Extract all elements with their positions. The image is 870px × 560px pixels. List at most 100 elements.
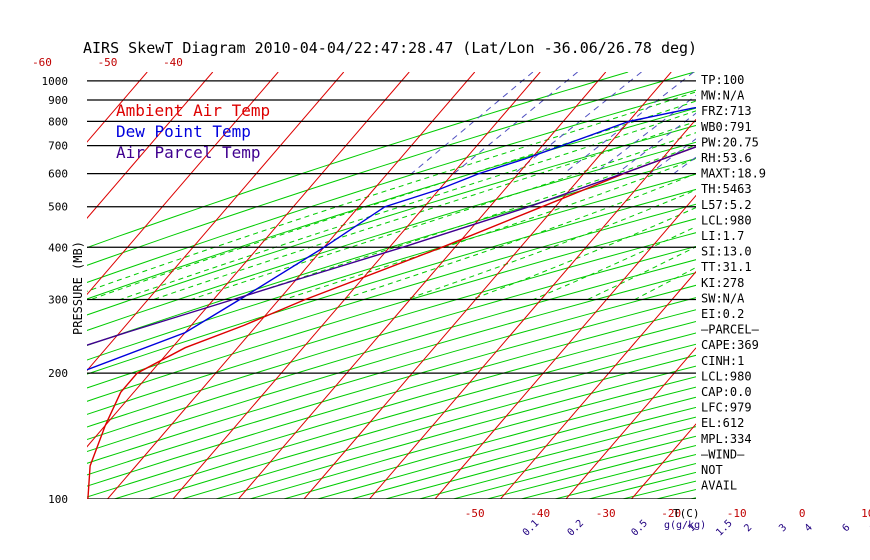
top-tick-label: -40: [163, 56, 183, 69]
index-label: KI:278: [701, 276, 744, 290]
legend: Ambient Air Temp Dew Point Temp Air Parcel…: [116, 101, 270, 162]
pressure-tick-label: 100: [48, 493, 68, 506]
index-label: MPL:334: [701, 432, 752, 446]
index-label: SI:13.0: [701, 245, 752, 259]
dry-adiabat-line: [487, 444, 696, 499]
index-label: CINH:1: [701, 354, 744, 368]
mixing-ratio-line: [453, 72, 578, 174]
index-label: NOT: [701, 463, 723, 477]
pressure-tick-label: 700: [48, 140, 68, 153]
isotherm-line: [107, 72, 476, 499]
dry-adiabat-line: [87, 72, 695, 266]
dry-adiabat-line: [87, 297, 696, 476]
mixing-ratio-unit-label: g(g/kg): [664, 520, 706, 531]
isotherm-line: [434, 194, 696, 499]
dry-adiabat-line: [87, 272, 696, 453]
dry-adiabat-line: [87, 188, 696, 375]
isotherm-line: [0, 72, 16, 499]
moist-adiabat-line: [153, 120, 696, 300]
isotherm-line: [87, 72, 345, 372]
series-air-parcel-temp: [87, 146, 696, 346]
legend-entry: Dew Point Temp: [116, 122, 251, 141]
dry-adiabat-line: [87, 203, 696, 389]
top-tick-label: -60: [32, 56, 52, 69]
mixing-ratio-label: 0.2: [566, 518, 587, 539]
index-label: TH:5463: [701, 182, 752, 196]
isotherm-line: [500, 270, 696, 499]
bottom-tick-label: -50: [465, 507, 485, 520]
pressure-tick-label: 1000: [42, 75, 69, 88]
pressure-tick-label: 600: [48, 168, 68, 181]
index-label: RH:53.6: [701, 151, 752, 165]
index-label: CAP:0.0: [701, 385, 752, 399]
y-axis-label: PRESSURE (MB): [71, 241, 85, 335]
dry-adiabat-line: [87, 320, 696, 498]
dry-adiabat-line: [87, 157, 696, 346]
index-label: SW:N/A: [701, 291, 745, 305]
series-dew-point-temp: [87, 106, 696, 371]
index-label: –WIND–: [701, 447, 745, 461]
mixing-ratio-label: 6: [840, 522, 852, 534]
legend-entry: Air Parcel Temp: [116, 143, 261, 162]
dry-adiabat-line: [656, 489, 696, 499]
index-label: LI:1.7: [701, 229, 744, 243]
index-label: EL:612: [701, 416, 744, 430]
pressure-tick-label: 800: [48, 115, 68, 128]
mixing-ratio-line: [411, 72, 534, 174]
dry-adiabat-line: [87, 259, 696, 441]
dry-adiabat-line: [182, 354, 696, 499]
sounding-curves: [87, 106, 696, 499]
dry-adiabat-line: [87, 173, 696, 361]
isobars: [87, 80, 696, 499]
mixing-ratio-label: 4: [803, 522, 815, 534]
dry-adiabat-line: [87, 72, 629, 249]
dry-adiabat-line: [87, 218, 696, 402]
mixing-ratio-line: [563, 72, 695, 174]
index-label: CAPE:369: [701, 338, 759, 352]
mixing-ratio-line: [823, 72, 870, 174]
index-label: TP:100: [701, 73, 744, 87]
index-label: WB0:791: [701, 120, 752, 134]
index-label: LCL:980: [701, 369, 752, 383]
isotherm-line: [763, 72, 870, 499]
isotherm-line: [369, 118, 696, 499]
isotherm-line: [828, 72, 870, 499]
moist-adiabats: [87, 91, 696, 300]
isotherm-line: [631, 423, 696, 499]
chart-title: AIRS SkewT Diagram 2010-04-04/22:47:28.4…: [83, 39, 697, 57]
mixing-ratio-label: 0.1: [521, 518, 542, 539]
bottom-tick-label: 10: [861, 507, 870, 520]
mixing-ratio-lines: [411, 72, 870, 175]
mixing-ratio-line: [756, 72, 870, 174]
mixing-ratio-line: [794, 72, 870, 174]
moist-adiabat-line: [90, 100, 696, 300]
mixing-ratio-line: [735, 72, 870, 174]
temperature-unit-label: T(C): [673, 507, 700, 520]
mixing-ratio-label: 8: [868, 522, 870, 534]
mixing-ratio-line: [845, 72, 870, 174]
pressure-tick-label: 400: [48, 241, 68, 254]
moist-adiabat-line: [341, 173, 696, 300]
isotherm-line: [303, 72, 672, 499]
bottom-tick-label: -40: [530, 507, 550, 520]
index-label: LCL:980: [701, 213, 752, 227]
index-label: FRZ:713: [701, 104, 752, 118]
mixing-ratio-label: 2: [742, 522, 754, 534]
moist-adiabat-line: [190, 132, 696, 300]
dry-adiabat-line: [87, 309, 696, 487]
dry-adiabat-line: [87, 124, 696, 316]
index-label: TT:31.1: [701, 260, 752, 274]
moist-adiabat-line: [234, 144, 696, 300]
top-axis-tick-labels: -120-110-100-90-80-70-60-50-40: [32, 56, 183, 69]
mixing-ratio-label: 1.5: [714, 518, 735, 539]
index-label: –PARCEL–: [701, 323, 760, 337]
index-label: MAXT:18.9: [701, 167, 766, 181]
pressure-tick-label: 200: [48, 367, 68, 380]
top-tick-label: -50: [98, 56, 118, 69]
isotherm-line: [565, 347, 696, 499]
index-label: AVAIL: [701, 479, 737, 493]
index-label: PW:20.75: [701, 135, 759, 149]
moist-adiabat-line: [405, 189, 696, 300]
